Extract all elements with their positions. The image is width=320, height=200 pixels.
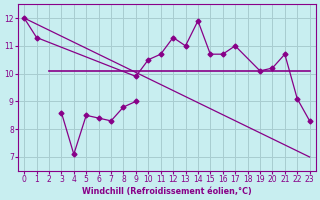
X-axis label: Windchill (Refroidissement éolien,°C): Windchill (Refroidissement éolien,°C): [82, 187, 252, 196]
